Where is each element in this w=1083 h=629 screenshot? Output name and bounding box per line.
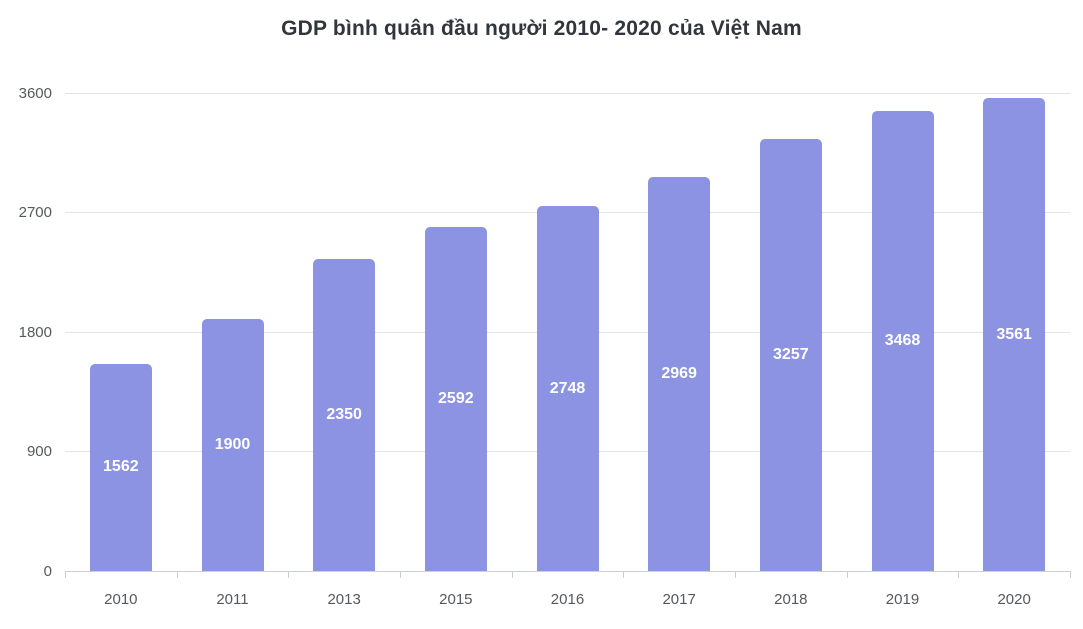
bar-value-label: 3468 xyxy=(884,331,921,349)
x-axis-tick xyxy=(1070,572,1071,578)
bar-value-label: 1900 xyxy=(214,435,251,453)
bar-2016[interactable]: 2748 xyxy=(536,206,599,571)
bar-value-label: 2350 xyxy=(326,405,362,423)
x-axis-tick xyxy=(65,572,66,578)
bar-value-label: 2592 xyxy=(438,389,474,407)
x-axis-tick-label: 2015 xyxy=(439,591,473,608)
y-axis-tick-label: 900 xyxy=(26,443,52,460)
x-axis-tick xyxy=(400,572,401,578)
y-axis-tick-label: 2700 xyxy=(18,204,52,221)
y-axis-tick-label: 0 xyxy=(43,562,52,580)
x-axis-tick-label: 2020 xyxy=(997,591,1031,608)
chart-title: GDP bình quân đầu người 2010- 2020 của V… xyxy=(281,17,802,40)
x-axis-tick-label: 2019 xyxy=(885,591,920,608)
bar-value-label: 1562 xyxy=(103,458,139,476)
x-axis-tick-label: 2010 xyxy=(104,591,138,608)
bar-2011[interactable]: 1900 xyxy=(201,318,264,571)
x-axis-line xyxy=(65,571,1071,572)
bar-value-label: 2969 xyxy=(661,364,697,382)
x-axis-tick xyxy=(735,572,736,578)
x-axis-tick xyxy=(846,572,848,578)
x-axis-tick xyxy=(288,572,290,578)
x-axis-tick-label: 2017 xyxy=(662,591,696,608)
bar-2019[interactable]: 3468 xyxy=(871,110,934,571)
y-axis-tick-label: 1800 xyxy=(18,323,52,341)
x-axis-tick-label: 2013 xyxy=(327,591,361,608)
bar-2020[interactable]: 3561 xyxy=(983,98,1046,571)
bar-value-label: 3257 xyxy=(773,345,809,363)
x-axis-tick xyxy=(176,572,178,578)
gridline xyxy=(65,92,1070,94)
x-axis-tick xyxy=(958,572,960,578)
x-axis-tick xyxy=(623,572,625,578)
y-axis-tick-label: 3600 xyxy=(18,84,52,102)
bar-2013[interactable]: 2350 xyxy=(313,258,376,571)
bar-2017[interactable]: 2969 xyxy=(648,176,711,571)
x-axis-tick-label: 2018 xyxy=(774,591,808,608)
bar-value-label: 2748 xyxy=(549,379,586,397)
x-axis-tick-label: 2016 xyxy=(550,591,585,608)
bar-value-label: 3561 xyxy=(996,325,1032,343)
bar-2018[interactable]: 3257 xyxy=(759,138,822,571)
x-axis-tick-label: 2011 xyxy=(216,591,249,608)
x-axis-tick xyxy=(511,572,513,578)
bar-2010[interactable]: 1562 xyxy=(89,363,152,571)
bar-2015[interactable]: 2592 xyxy=(424,226,487,571)
